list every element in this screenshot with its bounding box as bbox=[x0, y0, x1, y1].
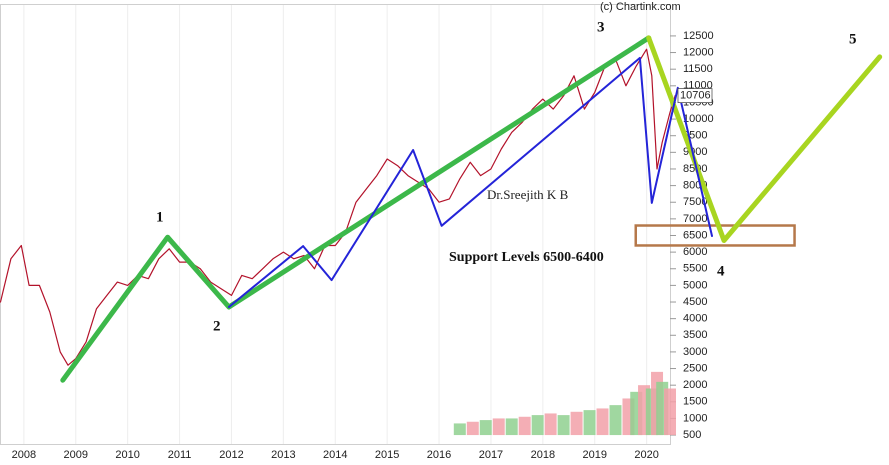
last-price-box bbox=[677, 88, 713, 103]
line bbox=[227, 56, 713, 308]
x-tick-label: 2014 bbox=[323, 449, 347, 461]
volume-bar bbox=[544, 413, 557, 436]
annotation: Dr.Sreejith K B bbox=[487, 187, 569, 202]
volume-bar bbox=[453, 423, 466, 436]
line bbox=[60, 35, 652, 383]
volume-bar bbox=[663, 388, 676, 436]
y-tick-label: 12000 bbox=[683, 46, 714, 58]
y-tick-label: 3000 bbox=[683, 346, 707, 358]
y-tick-label: 2000 bbox=[683, 379, 707, 391]
annotation: 1 bbox=[156, 209, 164, 225]
x-tick-label: 2016 bbox=[427, 449, 451, 461]
volume-bar bbox=[492, 418, 505, 436]
annotation: Support Levels 6500-6400 bbox=[449, 250, 604, 265]
x-tick-label: 2019 bbox=[583, 449, 607, 461]
x-tick-label: 2009 bbox=[64, 449, 88, 461]
y-tick-label: 10000 bbox=[683, 113, 714, 125]
volume-bar bbox=[570, 411, 583, 436]
y-tick-label: 5500 bbox=[683, 263, 707, 275]
x-tick-label: 2017 bbox=[479, 449, 503, 461]
x-tick-label: 2018 bbox=[531, 449, 555, 461]
y-tick-label: 4000 bbox=[683, 313, 707, 325]
x-tick-label: 2013 bbox=[271, 449, 295, 461]
y-tick-label: 12500 bbox=[683, 30, 714, 42]
volume-bar bbox=[505, 418, 518, 436]
y-tick-label: 11500 bbox=[683, 63, 713, 75]
x-tick-label: 2011 bbox=[168, 449, 192, 461]
support-box bbox=[634, 224, 796, 247]
x-tick-label: 2020 bbox=[634, 449, 658, 461]
volume-bar bbox=[596, 408, 609, 436]
y-tick-label: 3500 bbox=[683, 329, 707, 341]
x-tick-label: 2012 bbox=[219, 449, 243, 461]
y-tick-label: 7000 bbox=[683, 213, 707, 225]
last-price-label: 10706 bbox=[680, 90, 711, 102]
x-tick-label: 2015 bbox=[375, 449, 399, 461]
line bbox=[0, 48, 676, 366]
x-tick-label: 2008 bbox=[12, 449, 36, 461]
y-tick-label: 1500 bbox=[683, 396, 707, 408]
x-tick-label: 2010 bbox=[115, 449, 139, 461]
annotation: 2 bbox=[213, 318, 221, 334]
volume-bar bbox=[531, 415, 544, 436]
annotation: 3 bbox=[597, 19, 605, 35]
annotation: 5 bbox=[849, 31, 857, 47]
y-tick-label: 6500 bbox=[683, 229, 707, 241]
volume-bar bbox=[479, 420, 492, 436]
annotation: (c) Chartink.com bbox=[600, 1, 681, 13]
y-tick-label: 1000 bbox=[683, 412, 707, 424]
y-tick-label: 7500 bbox=[683, 196, 707, 208]
y-tick-label: 500 bbox=[683, 429, 701, 441]
y-tick-label: 5000 bbox=[683, 279, 707, 291]
y-tick-label: 2500 bbox=[683, 362, 707, 374]
volume-bar bbox=[557, 415, 570, 436]
volume-bar bbox=[518, 416, 531, 436]
y-tick-label: 4500 bbox=[683, 296, 707, 308]
volume-bar bbox=[583, 410, 596, 436]
volume-bar bbox=[609, 405, 622, 436]
annotation: 4 bbox=[717, 263, 725, 279]
volume-bar bbox=[466, 421, 479, 436]
y-tick-label: 6000 bbox=[683, 246, 707, 258]
